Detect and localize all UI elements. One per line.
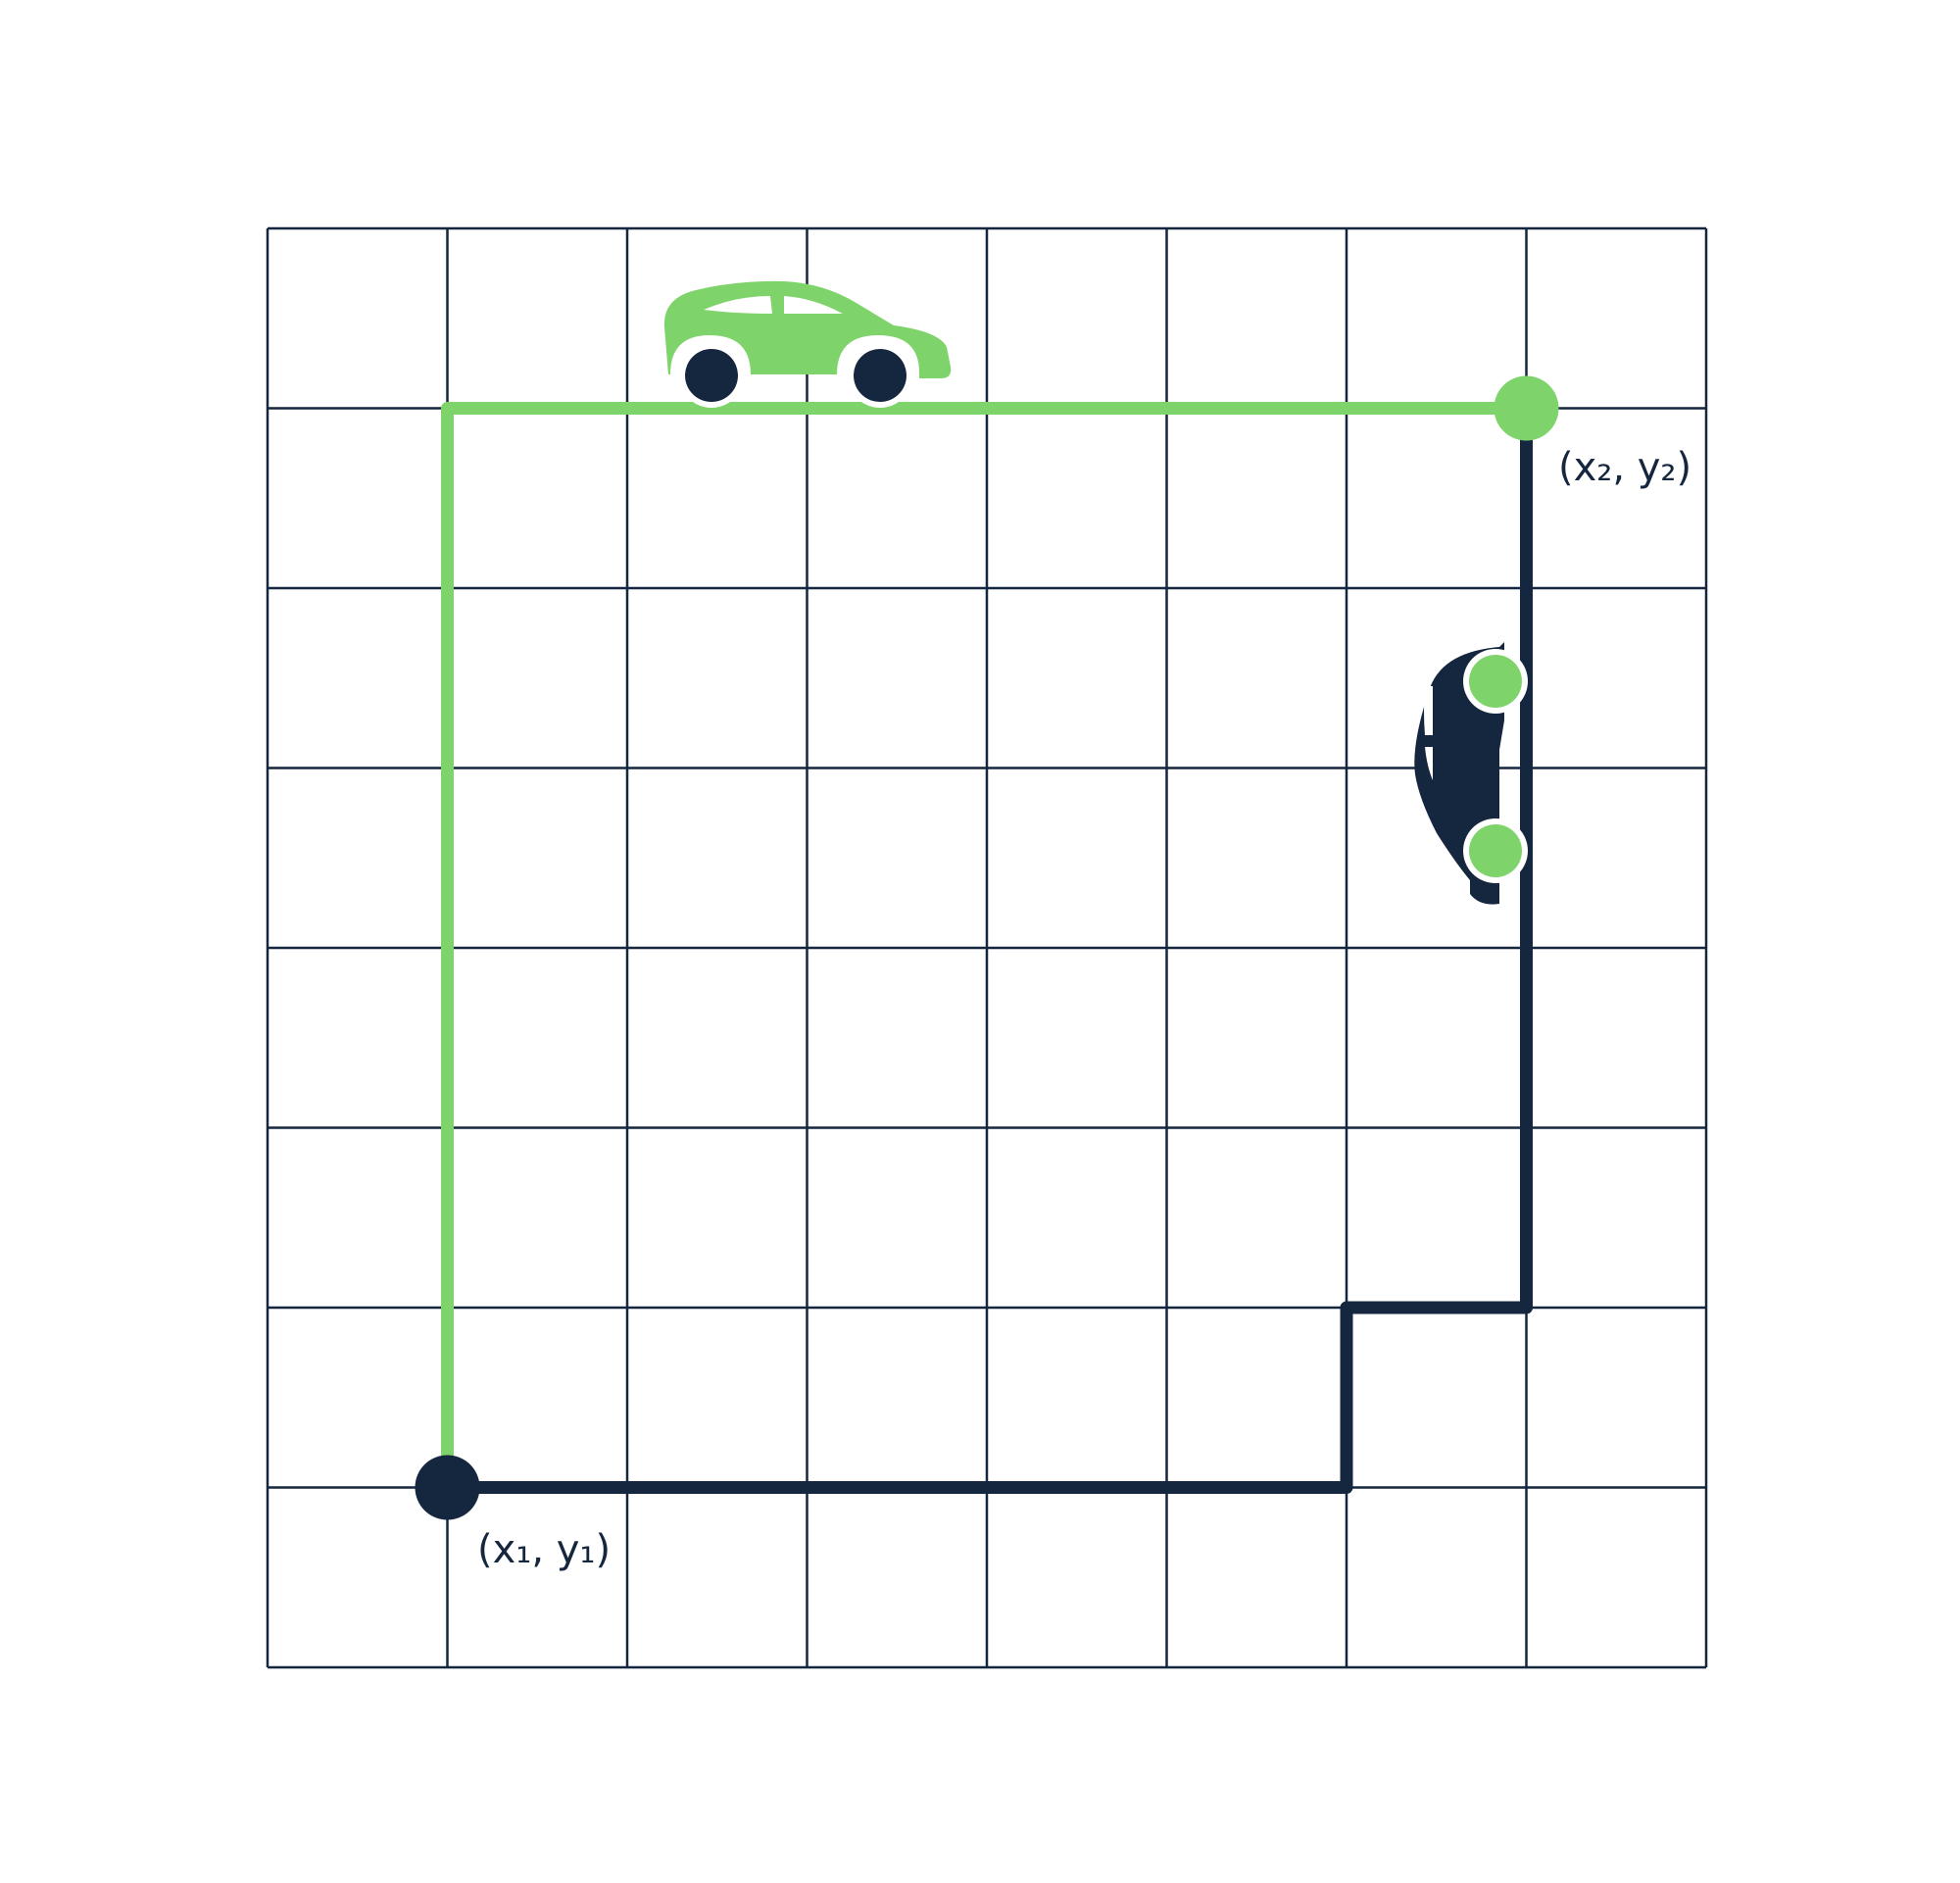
green-car-icon [663,280,952,408]
green-car-window-rear [704,296,772,314]
route-paths [441,402,1533,1494]
navy-car-wheel-bottom [1469,824,1522,877]
navy-route-path [441,402,1533,1494]
start-point-marker [415,1455,480,1520]
end-point-marker [1494,375,1559,441]
navy-car-wheel-top [1469,655,1522,708]
start-point-label: (x₁, y₁) [477,1527,611,1572]
navy-car-icon [1414,642,1528,905]
navy-car-window-upper [1424,686,1433,735]
end-point-label: (x₂, y₂) [1558,445,1691,490]
green-car-front-wheel [854,349,906,402]
green-route-path [441,402,1533,1494]
city-grid [266,226,1708,1669]
green-car-rear-wheel [685,349,738,402]
navy-car-window-lower [1425,747,1433,780]
green-car-window-front [784,296,843,314]
